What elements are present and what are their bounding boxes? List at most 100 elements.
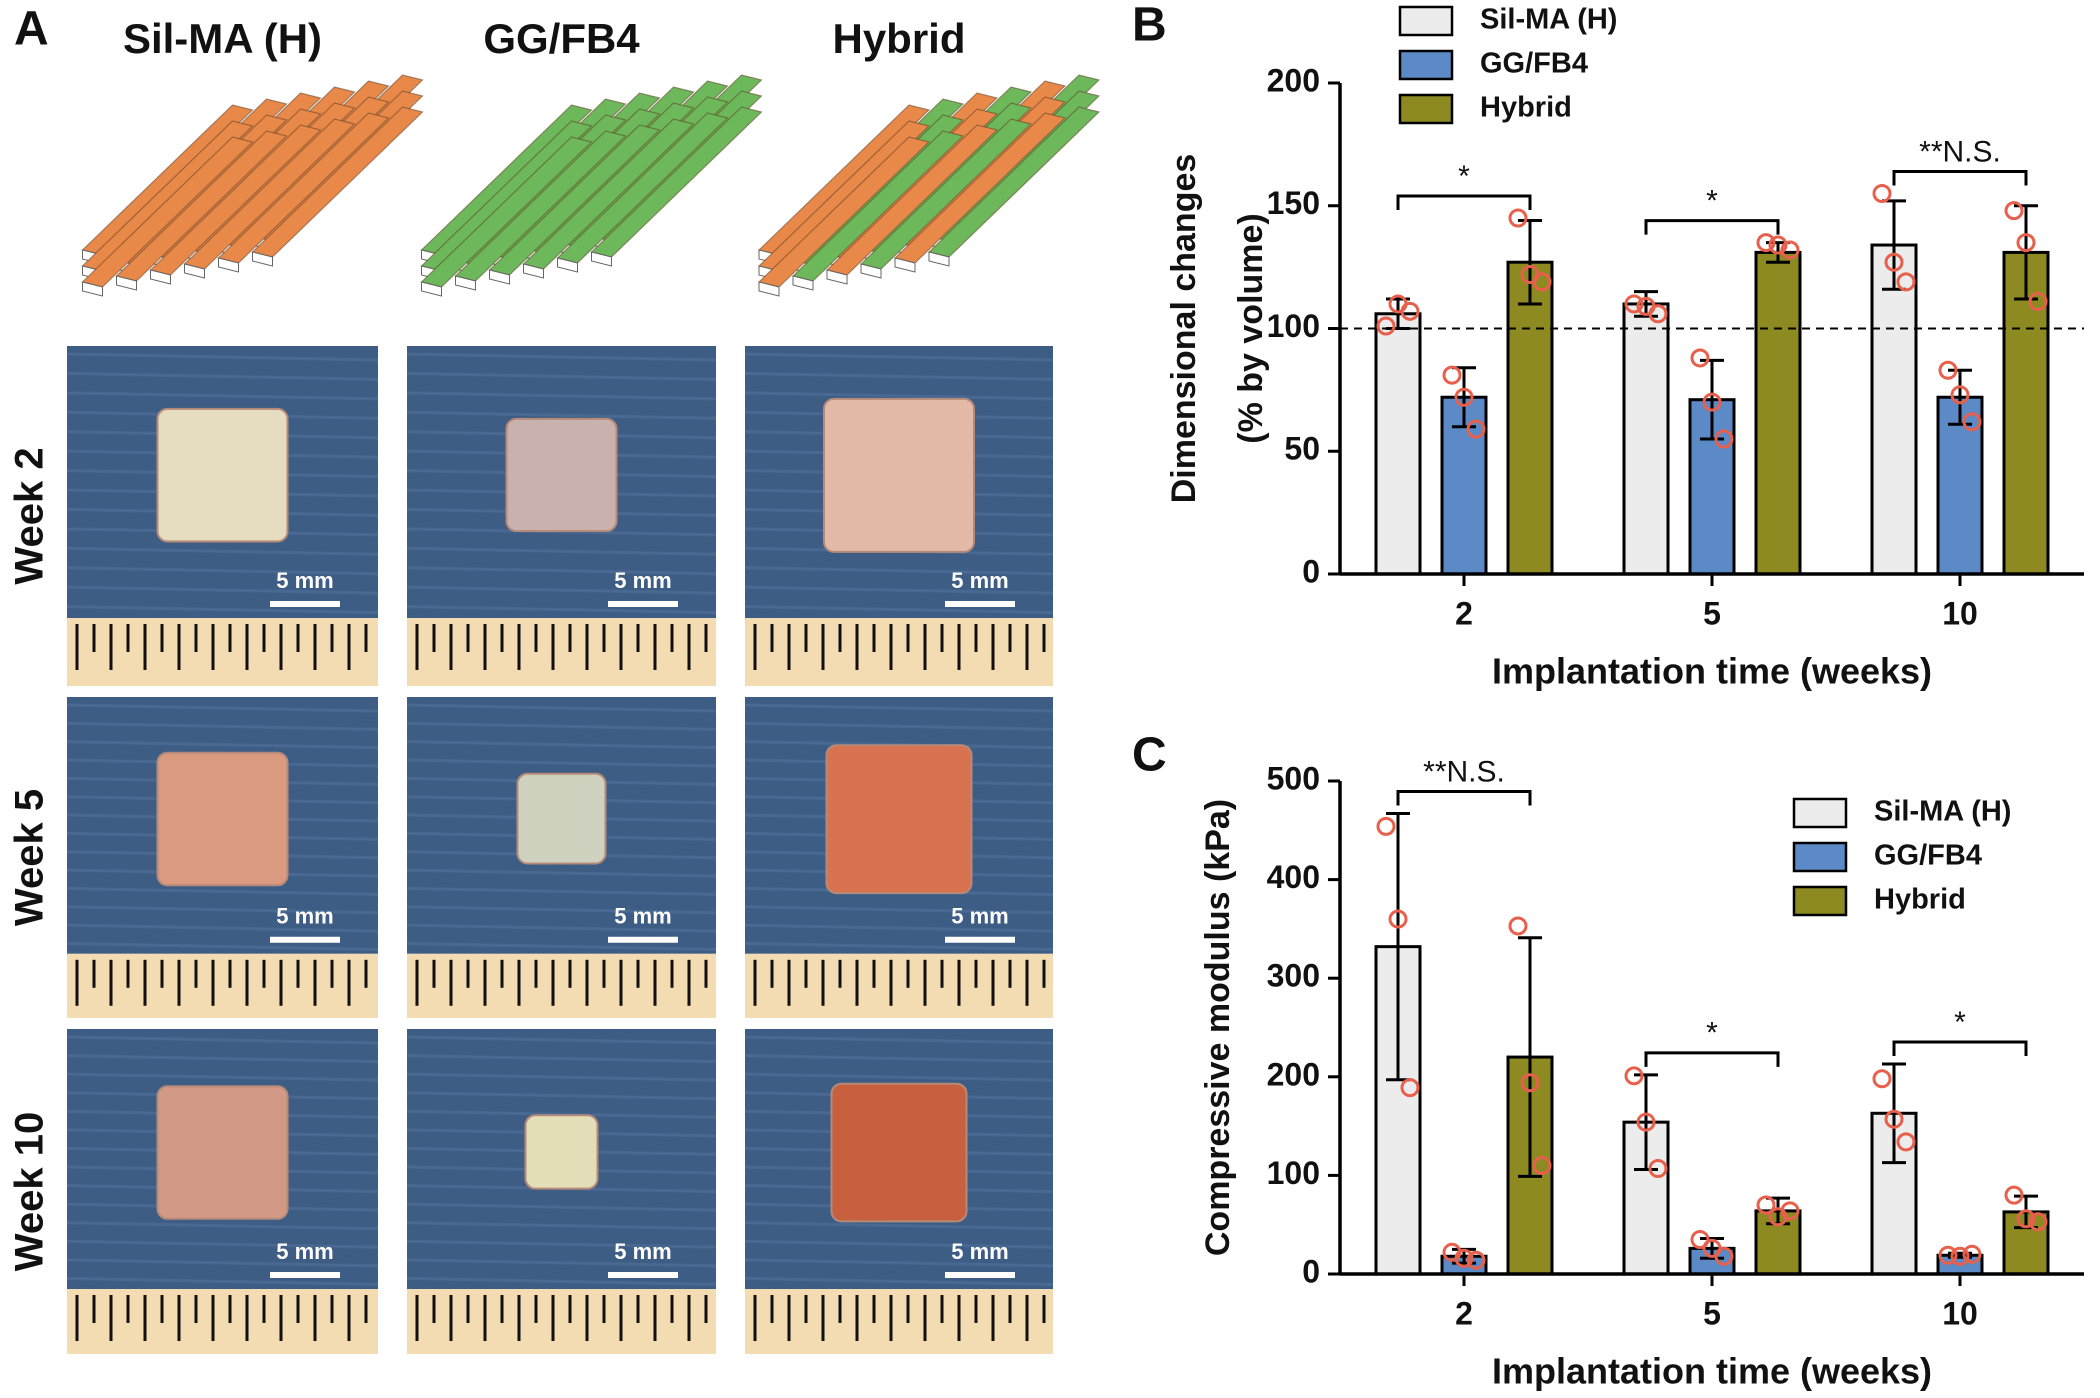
legend-label: GG/FB4 — [1874, 840, 1982, 872]
panel-label: B — [1132, 0, 1167, 52]
ruler — [407, 953, 716, 1018]
fabric-texture — [406, 410, 717, 420]
fabric-texture — [744, 1072, 1054, 1082]
fabric-texture — [406, 1202, 717, 1212]
scaffold-rod-end — [150, 269, 171, 285]
significance-bracket — [1892, 169, 2028, 186]
scale-bar-label: 5 mm — [614, 568, 671, 593]
fabric-texture — [744, 1221, 1054, 1231]
legend-label: Hybrid — [1480, 92, 1572, 124]
ruler — [745, 953, 1053, 1018]
scale-bar-label: 5 mm — [276, 1239, 333, 1264]
fabric-texture — [406, 1258, 717, 1268]
data-point — [1756, 233, 1776, 253]
significance-bracket — [1892, 1040, 2028, 1056]
scaffold-rod-end — [894, 257, 916, 273]
fabric-texture — [66, 1035, 379, 1045]
fabric-texture — [406, 941, 717, 951]
legend-swatch — [1398, 93, 1454, 125]
data-point — [1648, 304, 1668, 324]
fabric-texture — [66, 923, 379, 933]
bar — [1870, 243, 1918, 576]
data-point — [1508, 916, 1528, 936]
panel-label: A — [14, 3, 49, 56]
data-point — [1872, 183, 1892, 203]
fabric-texture — [66, 352, 379, 362]
fabric-texture — [406, 740, 717, 750]
data-point — [1376, 316, 1396, 336]
bar — [1506, 260, 1554, 576]
error-bar — [1948, 368, 1972, 426]
row-label: Week 10 — [8, 1112, 52, 1271]
y-tick-label: 100 — [1267, 1155, 1320, 1191]
ruler — [407, 1289, 716, 1354]
scaffold-rod-end — [523, 263, 544, 279]
photo: 5 mm — [406, 1029, 717, 1354]
data-point — [1756, 1195, 1776, 1215]
fabric-texture — [66, 1054, 379, 1064]
scaffold-rod-end — [82, 281, 103, 297]
fabric-texture — [744, 1276, 1054, 1286]
scaffold-rod-end — [591, 251, 612, 267]
legend-swatch — [1792, 797, 1848, 829]
fabric-texture — [744, 905, 1054, 915]
fabric-texture — [744, 941, 1054, 951]
fabric-texture — [744, 585, 1054, 595]
fabric-texture — [66, 941, 379, 951]
fabric-texture — [744, 352, 1054, 362]
fabric-texture — [66, 1072, 379, 1082]
data-point — [1624, 294, 1644, 314]
row-label: Week 5 — [8, 789, 52, 926]
significance-label: * — [1706, 1017, 1718, 1050]
photo: 5 mm — [744, 697, 1054, 1018]
x-tick-label: 10 — [1942, 595, 1978, 631]
sample — [156, 751, 289, 887]
y-tick-label: 500 — [1267, 760, 1320, 796]
scaffold-rod-end — [252, 251, 273, 267]
x-tick-label: 10 — [1942, 1295, 1978, 1331]
scaffold-rod-end — [489, 269, 510, 285]
data-point — [1896, 272, 1916, 292]
data-point — [1950, 1246, 1970, 1266]
ruler — [745, 618, 1053, 686]
fabric-texture — [406, 352, 717, 362]
legend-label: Hybrid — [1874, 884, 1966, 916]
row-label: Week 2 — [8, 447, 52, 584]
data-point — [1376, 816, 1396, 836]
legend-label: GG/FB4 — [1480, 48, 1588, 80]
data-point — [1636, 1112, 1656, 1132]
data-point — [1388, 909, 1408, 929]
sample — [524, 1114, 599, 1190]
fabric-texture — [744, 1258, 1054, 1268]
fabric-texture — [66, 391, 379, 401]
photo: 5 mm — [744, 1029, 1054, 1354]
significance-bracket — [1396, 194, 1532, 211]
data-point — [1714, 429, 1734, 449]
sample — [830, 1082, 968, 1223]
significance-label: **N.S. — [1919, 135, 2001, 168]
fabric-texture — [744, 1035, 1054, 1045]
fabric-texture — [406, 391, 717, 401]
bar — [1622, 302, 1670, 576]
data-point — [1962, 1244, 1982, 1264]
fabric-texture — [406, 758, 717, 768]
fabric-texture — [406, 371, 717, 381]
significance-bracket — [1644, 1051, 1780, 1067]
ruler — [407, 618, 716, 686]
data-point — [1400, 301, 1420, 321]
data-point — [1442, 365, 1462, 385]
x-tick-label: 2 — [1455, 595, 1473, 631]
legend-swatch — [1398, 49, 1454, 81]
fabric-texture — [66, 721, 379, 731]
data-point — [1532, 272, 1552, 292]
fabric-texture — [66, 371, 379, 381]
y-tick-label: 400 — [1267, 859, 1320, 895]
data-point — [1962, 412, 1982, 432]
data-point — [1938, 1245, 1958, 1265]
error-bar — [1634, 1073, 1658, 1171]
scaffold-rod-end — [184, 263, 205, 279]
ruler — [745, 1289, 1053, 1354]
fabric-texture — [406, 1091, 717, 1101]
scale-bar-label: 5 mm — [614, 904, 671, 929]
